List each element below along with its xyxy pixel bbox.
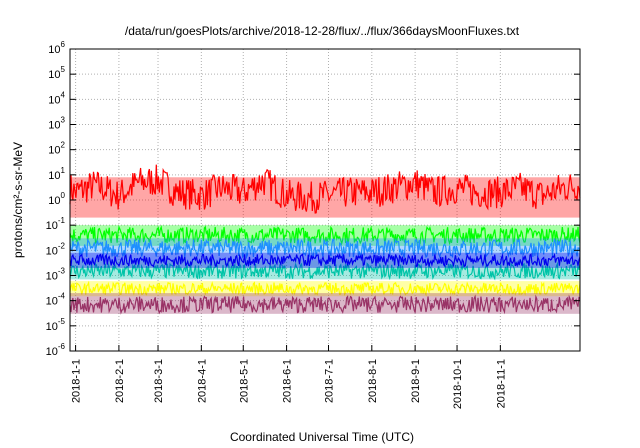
- y-tick-label: 10-5: [46, 317, 66, 333]
- y-axis-label: protons/cm²-s-sr-MeV: [11, 142, 25, 258]
- y-tick-label: 10-2: [46, 241, 66, 257]
- x-ticks: 2018-1-1 2018-2-1 2018-3-1 2018-4-1 2018-5-1…: [71, 345, 507, 409]
- x-tick-label: 2018-10-1: [452, 359, 464, 409]
- series-layer: [69, 164, 581, 315]
- series-line: [69, 237, 581, 260]
- series-3: [69, 260, 581, 281]
- series-line: [69, 252, 581, 268]
- series-4: [69, 252, 581, 268]
- x-tick-label: 2018-8-1: [367, 359, 379, 403]
- y-tick-label: 10-3: [46, 267, 66, 283]
- series-0: [69, 164, 581, 218]
- y-tick-label: 10-1: [46, 216, 66, 232]
- x-tick-label: 2018-7-1: [323, 359, 335, 403]
- y-tick-label: 102: [48, 141, 65, 157]
- x-tick-label: 2018-3-1: [153, 359, 165, 403]
- y-tick-label: 10-4: [46, 292, 66, 308]
- series-line: [69, 261, 581, 281]
- x-tick-label: 2018-2-1: [114, 359, 126, 403]
- y-tick-label: 101: [48, 166, 65, 182]
- series-line: [69, 164, 581, 214]
- y-tick-label: 104: [48, 90, 65, 106]
- series-line: [69, 280, 581, 297]
- chart-title: /data/run/goesPlots/archive/2018-12-28/f…: [125, 24, 520, 38]
- x-tick-label: 2018-9-1: [410, 359, 422, 403]
- y-tick-label: 10-6: [46, 342, 66, 358]
- x-tick-label: 2018-6-1: [282, 359, 294, 403]
- series-6: [69, 293, 581, 315]
- x-tick-label: 2018-5-1: [238, 359, 250, 403]
- series-line: [69, 294, 581, 315]
- x-tick-label: 2018-1-1: [71, 359, 83, 403]
- x-tick-label: 2018-4-1: [196, 359, 208, 403]
- series-2: [69, 237, 581, 261]
- grid: [70, 49, 580, 351]
- y-tick-label: 100: [48, 191, 65, 207]
- x-axis-label: Coordinated Universal Time (UTC): [230, 430, 414, 444]
- y-tick-label: 103: [48, 116, 65, 132]
- series-5: [69, 280, 581, 297]
- y-tick-label: 106: [48, 40, 65, 56]
- x-tick-label: 2018-11-1: [495, 359, 507, 408]
- y-ticks: 10-6 10-5 10-4 10-3 10-2 10-1 100 101 102 103 104 1…: [46, 40, 580, 358]
- y-tick-label: 105: [48, 65, 65, 81]
